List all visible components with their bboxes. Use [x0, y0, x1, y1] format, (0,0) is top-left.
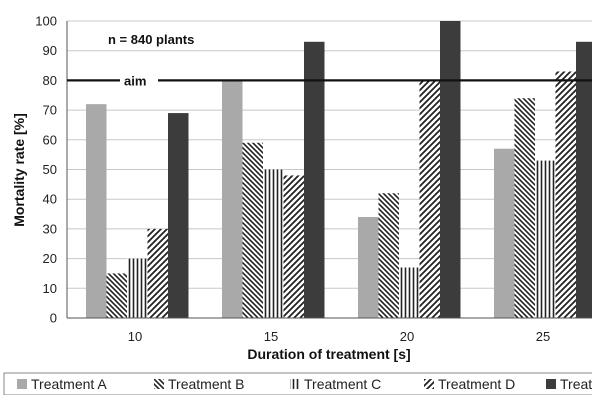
bar-treatment-b-25: [514, 98, 535, 318]
bars: [86, 21, 592, 319]
y-tick-label: 0: [50, 311, 57, 326]
y-tick-label: 90: [43, 43, 57, 58]
aim-label: aim: [124, 73, 146, 88]
bar-treatment-e-20: [440, 21, 461, 318]
y-axis-title: Mortality rate [%]: [11, 113, 27, 227]
bar-treatment-d-25: [555, 71, 576, 319]
legend-label: Treatment C: [304, 376, 381, 392]
y-tick-label: 40: [43, 192, 57, 207]
bar-treatment-b-20: [378, 193, 399, 318]
bar-treatment-e-25: [576, 41, 592, 318]
bar-treatment-d-20: [419, 80, 440, 319]
x-tick-label: 25: [536, 329, 550, 344]
bar-treatment-e-10: [168, 113, 189, 318]
bar-treatment-a-10: [86, 104, 107, 318]
aim-label-background: [120, 72, 158, 89]
legend: Treatment A Treatment B Treatment C Treatme…: [17, 376, 592, 392]
legend-swatch-treatment-e: [546, 379, 556, 389]
bar-treatment-d-15: [283, 175, 304, 318]
legend-swatch-treatment-d: [424, 379, 434, 389]
bar-treatment-b-10: [106, 273, 127, 318]
bar-treatment-c-10: [127, 258, 148, 318]
y-tick-label: 10: [43, 281, 57, 296]
y-tick-labels: 0 10 20 30 40 50 60 70 80 90 100: [35, 14, 57, 326]
legend-label: Treatment A: [31, 376, 107, 392]
x-axis-title: Duration of treatment [s]: [247, 346, 410, 362]
bar-treatment-c-15: [263, 169, 284, 318]
legend-label: Treatment B: [168, 376, 245, 392]
x-tick-label: 15: [264, 329, 278, 344]
y-tick-label: 30: [43, 221, 57, 236]
x-tick-labels: 10 15 20 25: [128, 329, 550, 344]
legend-label: Treatment E: [560, 376, 592, 392]
bar-treatment-a-15: [222, 80, 243, 319]
bar-treatment-a-20: [358, 217, 379, 318]
sample-size-annotation: n = 840 plants: [108, 32, 194, 47]
legend-label: Treatment D: [438, 376, 515, 392]
bar-treatment-a-25: [494, 148, 515, 318]
bar-treatment-d-10: [147, 228, 168, 318]
legend-swatch-treatment-b: [154, 379, 164, 389]
legend-swatch-treatment-a: [17, 379, 27, 389]
bar-treatment-c-20: [399, 267, 420, 318]
reference-line-group: aim: [67, 72, 592, 89]
legend-swatch-treatment-c: [290, 379, 300, 389]
x-tick-label: 20: [400, 329, 414, 344]
y-tick-label: 50: [43, 162, 57, 177]
x-tick-label: 10: [128, 329, 142, 344]
bar-treatment-c-25: [535, 160, 556, 318]
bar-treatment-b-15: [242, 142, 263, 318]
y-tick-label: 80: [43, 73, 57, 88]
legend-frame: [3, 372, 592, 395]
bar-treatment-e-15: [304, 41, 325, 318]
y-tick-label: 20: [43, 251, 57, 266]
y-tick-label: 60: [43, 132, 57, 147]
y-tick-label: 100: [35, 14, 57, 29]
y-tick-label: 70: [43, 103, 57, 118]
